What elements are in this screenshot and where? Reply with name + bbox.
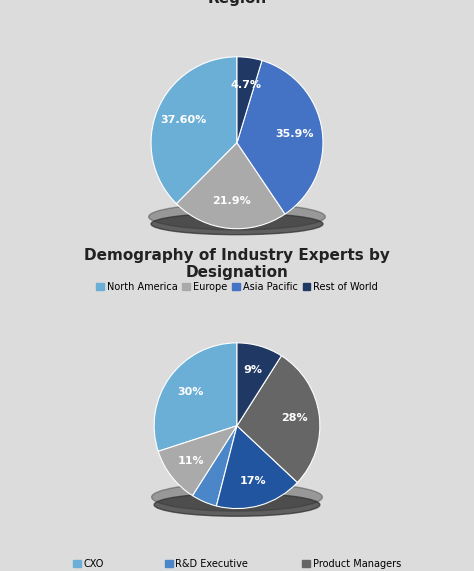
Ellipse shape — [151, 213, 323, 235]
Legend: North America, Europe, Asia Pacific, Rest of World: North America, Europe, Asia Pacific, Res… — [92, 278, 382, 295]
Wedge shape — [237, 57, 262, 143]
Text: 4.7%: 4.7% — [230, 80, 261, 90]
Wedge shape — [151, 57, 237, 204]
Wedge shape — [176, 143, 285, 229]
Text: 9%: 9% — [244, 365, 263, 375]
Ellipse shape — [149, 204, 325, 230]
Wedge shape — [154, 343, 237, 451]
Wedge shape — [192, 426, 237, 506]
Text: 30%: 30% — [177, 387, 203, 397]
Wedge shape — [237, 343, 282, 426]
Wedge shape — [158, 426, 237, 496]
Title: Demography of Industry Experts by
Designation: Demography of Industry Experts by Design… — [84, 248, 390, 280]
Text: 28%: 28% — [281, 413, 308, 424]
Wedge shape — [237, 61, 323, 214]
Wedge shape — [237, 356, 320, 482]
Text: 21.9%: 21.9% — [212, 196, 251, 206]
Legend: CXO, Regional Heads, R&D Executive, President/ Vice President, Product Managers,: CXO, Regional Heads, R&D Executive, Pres… — [69, 555, 405, 571]
Ellipse shape — [152, 483, 322, 511]
Wedge shape — [217, 426, 297, 509]
Title: Demography of Industry Experts by
Region: Demography of Industry Experts by Region — [84, 0, 390, 6]
Ellipse shape — [154, 493, 320, 516]
Text: 11%: 11% — [178, 456, 204, 467]
Text: 35.9%: 35.9% — [275, 129, 314, 139]
Text: 37.60%: 37.60% — [160, 115, 206, 126]
Text: 17%: 17% — [240, 476, 266, 486]
